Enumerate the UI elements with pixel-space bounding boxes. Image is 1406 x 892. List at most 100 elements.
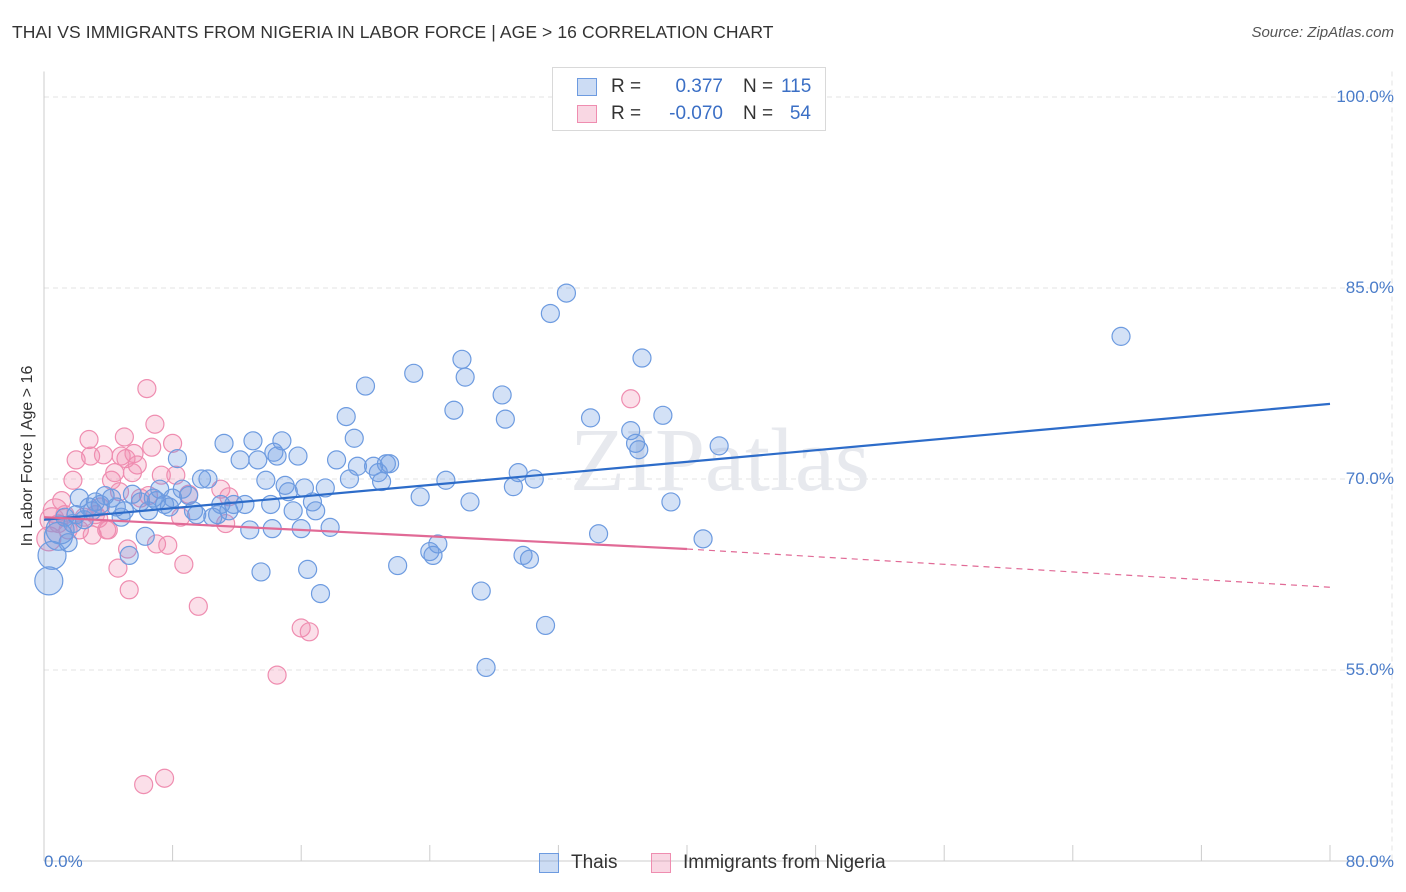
thais-point	[556, 283, 577, 303]
thais-point	[693, 529, 713, 549]
thais-point	[191, 469, 212, 489]
thais-point	[508, 463, 528, 483]
thais-point	[709, 436, 729, 456]
nigeria-trend-extension	[686, 548, 1331, 588]
thais-point	[272, 431, 292, 451]
thais-point	[248, 450, 268, 470]
nigeria-point	[137, 378, 157, 399]
nigeria-point	[267, 665, 287, 685]
nigeria-point	[166, 465, 186, 485]
y-tick-label: 100.0%	[1336, 87, 1394, 106]
legend-label-thais: Thais	[571, 852, 618, 873]
thais-point	[661, 492, 681, 512]
nigeria-point	[299, 622, 319, 642]
nigeria-points	[36, 378, 641, 795]
thais-point	[460, 492, 480, 512]
nigeria-point	[66, 450, 86, 470]
nigeria-point	[621, 389, 641, 409]
source-credit: Source: ZipAtlas.com	[1251, 24, 1394, 41]
nigeria-point	[174, 554, 194, 574]
correlation-legend: R = 0.377 N = 115 R = -0.070 N = 54	[552, 67, 826, 131]
thais-point	[492, 385, 512, 405]
thais-point	[320, 517, 340, 537]
legend-label-nigeria: Immigrants from Nigeria	[683, 852, 886, 873]
thais-point	[580, 408, 601, 428]
thais-point	[101, 488, 122, 508]
nigeria-point	[119, 580, 139, 600]
thais-point	[471, 581, 491, 601]
thais-point	[428, 534, 448, 554]
thais-point	[621, 421, 641, 441]
nigeria-point	[114, 427, 134, 447]
thais-point	[187, 505, 207, 525]
thais-legend-swatch	[539, 853, 559, 873]
thais-point	[310, 583, 331, 604]
thais-point	[371, 471, 392, 492]
nigeria-point	[134, 774, 154, 795]
thais-point	[519, 549, 540, 569]
y-tick-label: 85.0%	[1345, 278, 1394, 297]
thais-point	[629, 440, 649, 460]
y-tick-label: 55.0%	[1345, 660, 1394, 679]
thais-point	[315, 478, 335, 498]
nigeria-point	[108, 558, 128, 578]
thais-point	[653, 405, 673, 425]
nigeria-point	[145, 414, 165, 434]
thais-point	[540, 303, 560, 324]
thais-swatch	[577, 78, 597, 96]
thais-point	[336, 407, 356, 427]
thais-point	[135, 526, 155, 546]
chart-title: THAI VS IMMIGRANTS FROM NIGERIA IN LABOR…	[12, 22, 774, 42]
trend-lines	[43, 402, 1331, 588]
thais-point	[423, 545, 443, 566]
nigeria-point	[163, 433, 183, 453]
nigeria-legend-swatch	[651, 853, 671, 873]
thais-trend-line	[43, 402, 1331, 521]
thais-point	[1111, 326, 1131, 346]
thais-point	[167, 449, 188, 469]
nigeria-point	[188, 596, 208, 616]
nigeria-point	[151, 465, 171, 485]
thais-point	[119, 545, 139, 566]
thais-point	[306, 501, 326, 521]
legend-row-nigeria: R = -0.070 N = 54	[577, 103, 811, 125]
thais-point	[58, 533, 78, 553]
thais-point	[495, 409, 515, 429]
nigeria-point	[127, 455, 147, 475]
thais-point	[122, 484, 143, 504]
legend-item-nigeria[interactable]: Immigrants from Nigeria	[651, 852, 886, 874]
x-tick-max: 80.0%	[1345, 852, 1394, 871]
nigeria-point	[158, 535, 178, 555]
thais-point	[436, 470, 456, 490]
thais-point	[240, 520, 260, 540]
thais-point	[34, 566, 64, 596]
thais-point	[632, 348, 652, 368]
thais-point	[298, 559, 318, 580]
nigeria-point	[117, 539, 138, 559]
thais-point	[388, 555, 408, 576]
thais-point	[455, 367, 475, 387]
thais-point	[251, 562, 271, 582]
legend-r-value: -0.070	[669, 103, 723, 124]
thais-point	[588, 524, 609, 544]
nigeria-trend-line	[43, 516, 688, 551]
nigeria-point	[93, 445, 114, 465]
thais-point	[235, 494, 255, 515]
thais-point	[179, 485, 199, 506]
nigeria-point	[211, 479, 231, 499]
nigeria-point	[79, 429, 99, 450]
thais-point	[410, 487, 430, 507]
thais-point	[476, 657, 496, 678]
legend-n-value: 54	[789, 103, 811, 124]
nigeria-point	[124, 443, 144, 464]
thais-point	[214, 433, 234, 453]
legend-r-label: R =	[611, 103, 642, 124]
thais-point	[90, 494, 110, 515]
thais-point	[326, 450, 347, 470]
legend-item-thais[interactable]: Thais	[539, 852, 617, 874]
y-tick-label: 70.0%	[1345, 469, 1394, 488]
thais-point	[380, 454, 400, 474]
nigeria-point	[63, 470, 83, 490]
nigeria-swatch	[577, 105, 597, 123]
